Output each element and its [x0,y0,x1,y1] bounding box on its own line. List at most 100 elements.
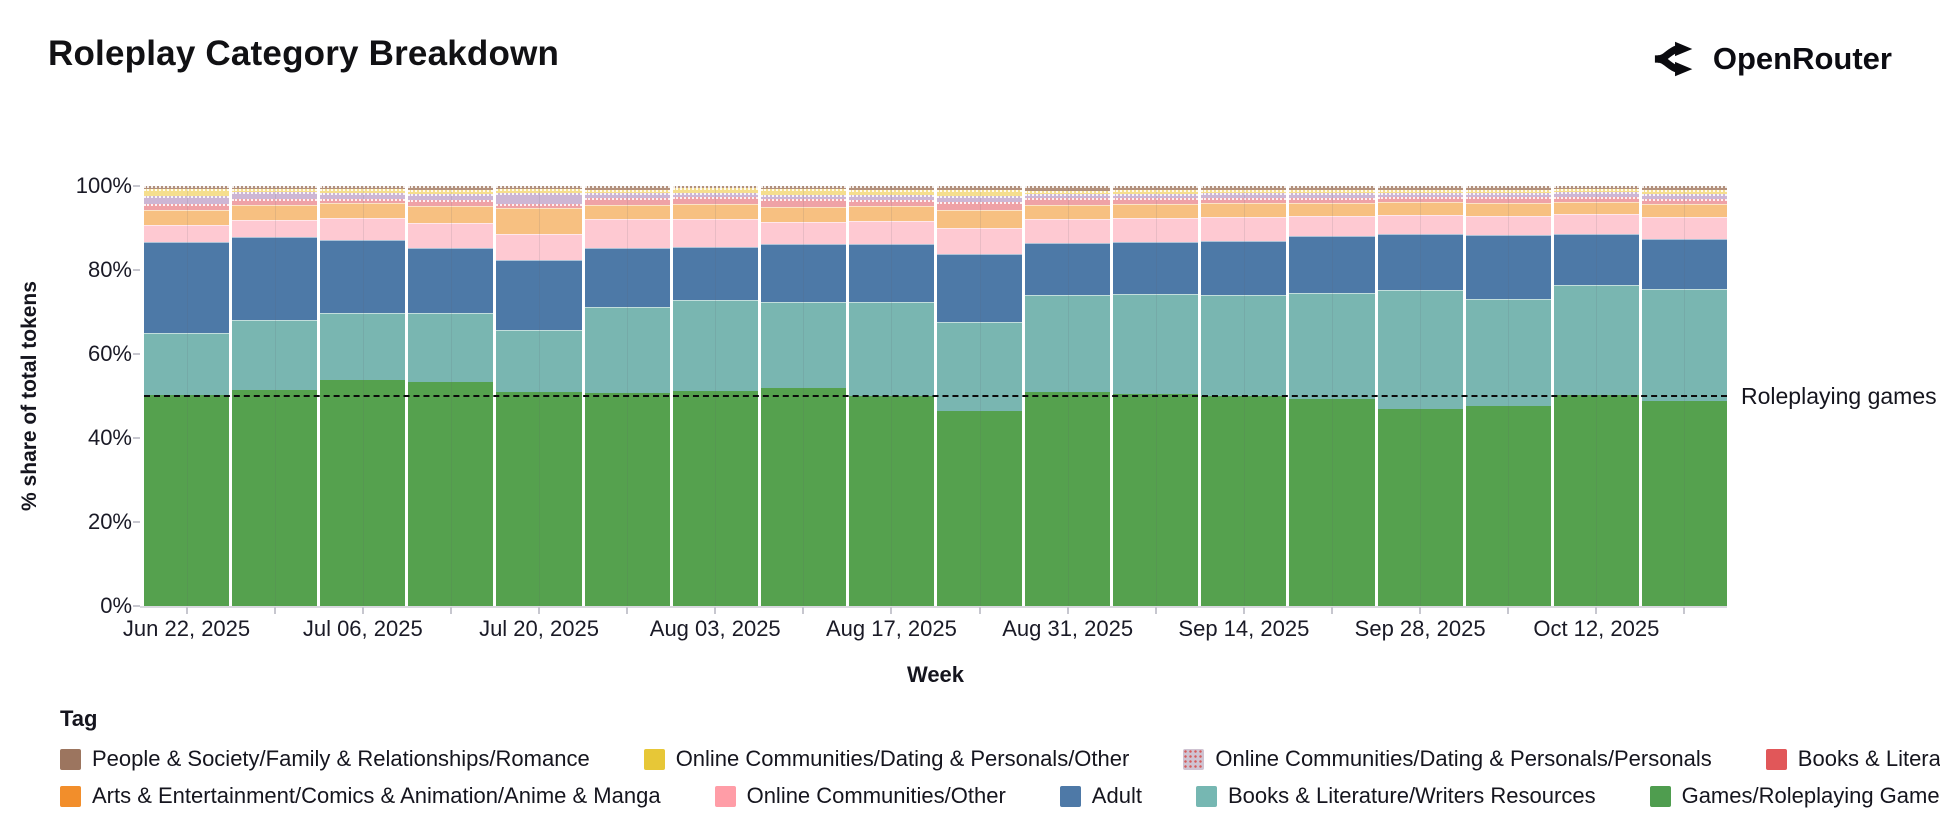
bar-segment[interactable] [1465,202,1551,216]
bar-segment[interactable] [1289,190,1375,194]
bar-segment[interactable] [320,217,406,241]
bar-segment[interactable] [584,248,670,307]
bar-segment[interactable] [760,194,846,199]
bar-segment[interactable] [760,301,846,389]
bar-segment[interactable] [1641,401,1727,606]
bar-segment[interactable] [937,196,1023,202]
legend-item[interactable]: Arts & Entertainment/Comics & Animation/… [60,783,661,809]
bar-segment[interactable] [937,209,1023,228]
bar-segment[interactable] [760,388,846,606]
bar-segment[interactable] [1289,398,1375,606]
bar-segment[interactable] [848,396,934,606]
bar-segment[interactable] [232,192,318,200]
bar-segment[interactable] [1113,186,1199,191]
bar-segment[interactable] [1289,193,1375,198]
bar-segment[interactable] [408,312,494,383]
bar-segment[interactable] [848,220,934,244]
bar-segment[interactable] [408,248,494,313]
bar-segment[interactable] [760,186,846,190]
bar-segment[interactable] [848,206,934,221]
bar-segment[interactable] [232,188,318,193]
bar-segment[interactable] [1201,396,1287,606]
bar-segment[interactable] [848,302,934,396]
bar-segment[interactable] [1465,406,1551,606]
bar-segment[interactable] [496,330,582,392]
bar-segment[interactable] [144,209,230,226]
bar-segment[interactable] [584,186,670,191]
bar-segment[interactable] [1553,285,1639,396]
bar-segment[interactable] [1113,293,1199,394]
bar-segment[interactable] [496,207,582,234]
bar-segment[interactable] [1553,233,1639,286]
bar-segment[interactable] [672,193,758,197]
bar-segment[interactable] [672,188,758,194]
bar-segment[interactable] [1289,293,1375,399]
bar-segment[interactable] [1377,290,1463,410]
bar-segment[interactable] [408,193,494,200]
bar-segment[interactable] [1465,215,1551,236]
bar-segment[interactable] [1641,186,1727,191]
bar-segment[interactable] [232,204,318,220]
bar-segment[interactable] [144,188,230,197]
bar-segment[interactable] [1113,393,1199,606]
bar-segment[interactable] [584,306,670,394]
bar-segment[interactable] [1641,190,1727,194]
bar-segment[interactable] [1553,186,1639,189]
bar-segment[interactable] [1553,214,1639,234]
legend-item[interactable]: People & Society/Family & Relationships/… [60,746,590,772]
bar-segment[interactable] [937,410,1023,606]
bar-segment[interactable] [1641,217,1727,239]
bar-segment[interactable] [320,189,406,194]
bar-segment[interactable] [1025,190,1111,194]
bar-segment[interactable] [848,243,934,303]
bar-segment[interactable] [1201,193,1287,199]
bar-segment[interactable] [320,186,406,190]
bar-segment[interactable] [672,390,758,606]
bar-segment[interactable] [848,199,934,207]
bar-segment[interactable] [937,190,1023,197]
bar-segment[interactable] [937,201,1023,210]
bar-segment[interactable] [1377,214,1463,234]
bar-segment[interactable] [496,193,582,205]
bar-segment[interactable] [144,333,230,396]
bar-segment[interactable] [1201,186,1287,191]
bar-segment[interactable] [144,395,230,606]
bar-segment[interactable] [1553,395,1639,606]
bar-segment[interactable] [584,219,670,249]
bar-segment[interactable] [408,199,494,207]
bar-segment[interactable] [937,254,1023,323]
bar-segment[interactable] [1465,190,1551,194]
bar-segment[interactable] [1377,186,1463,191]
bar-segment[interactable] [1201,295,1287,396]
bar-segment[interactable] [848,194,934,200]
bar-segment[interactable] [144,186,230,189]
bar-segment[interactable] [144,196,230,205]
bar-segment[interactable] [408,206,494,223]
bar-segment[interactable] [672,186,758,189]
bar-segment[interactable] [760,222,846,244]
bar-segment[interactable] [1641,204,1727,218]
bar-segment[interactable] [408,186,494,191]
bar-segment[interactable] [496,189,582,194]
bar-segment[interactable] [1465,193,1551,197]
bar-segment[interactable] [320,380,406,606]
bar-segment[interactable] [1641,238,1727,289]
bar-segment[interactable] [584,190,670,194]
bar-segment[interactable] [144,225,230,242]
bar-segment[interactable] [672,299,758,391]
bar-segment[interactable] [1553,201,1639,215]
bar-segment[interactable] [320,240,406,313]
bar-segment[interactable] [1465,186,1551,191]
bar-segment[interactable] [1641,199,1727,205]
bar-segment[interactable] [1553,196,1639,202]
legend-item[interactable]: Books & Literature/Writers Resources [1195,783,1596,809]
bar-segment[interactable] [1025,219,1111,244]
bar-segment[interactable] [1201,190,1287,194]
bar-segment[interactable] [232,389,318,606]
bar-segment[interactable] [760,199,846,207]
bar-segment[interactable] [144,241,230,333]
bar-segment[interactable] [1113,204,1199,218]
legend-item[interactable]: Online Communities/Dating & Personals/Ot… [643,746,1129,772]
bar-segment[interactable] [1289,215,1375,236]
bar-segment[interactable] [1025,193,1111,199]
